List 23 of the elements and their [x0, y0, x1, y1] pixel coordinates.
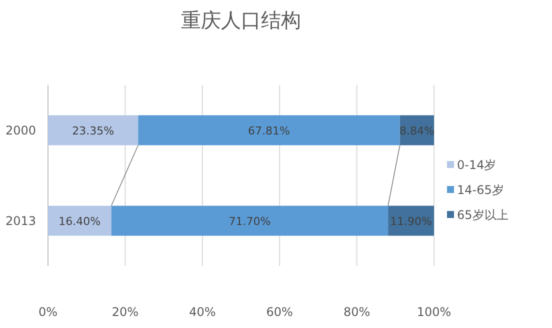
- x-tick-label: 40%: [189, 305, 216, 319]
- chart-title: 重庆人口结构: [181, 8, 301, 32]
- bar: [111, 206, 388, 236]
- x-tick-label: 0%: [38, 305, 58, 319]
- y-tick-label: 2013: [5, 214, 36, 228]
- data-label: 11.90%: [390, 214, 432, 228]
- data-label: 23.35%: [72, 124, 114, 138]
- data-label: 16.40%: [58, 214, 101, 228]
- bar: [48, 206, 112, 236]
- data-label: 8.84%: [399, 124, 434, 138]
- x-tick-label: 80%: [343, 305, 370, 319]
- x-tick-label: 60%: [266, 305, 293, 319]
- bar: [138, 115, 400, 146]
- bar: [388, 206, 434, 236]
- bar: [48, 115, 138, 146]
- legend-label: 14-65岁: [457, 183, 504, 197]
- data-label: 71.70%: [228, 214, 271, 228]
- x-tick-label: 20%: [112, 305, 139, 319]
- y-tick-label: 2000: [5, 123, 36, 138]
- legend-label: 0-14岁: [457, 158, 496, 172]
- x-tick-label: 100%: [416, 305, 452, 319]
- legend-label: 65岁以上: [457, 208, 508, 222]
- data-label: 67.81%: [248, 124, 290, 138]
